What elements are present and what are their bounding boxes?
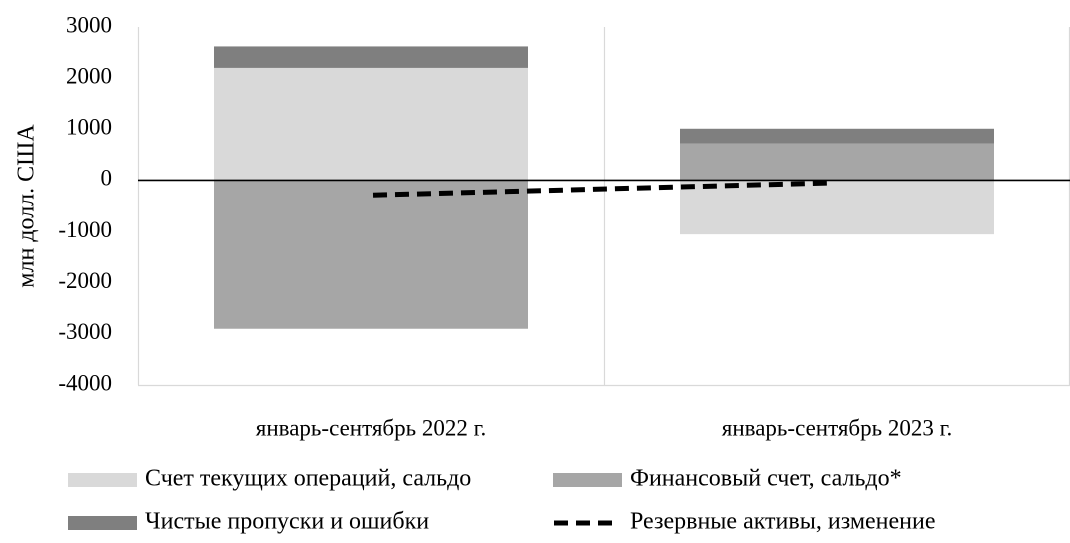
y-tick-label: 2000 <box>66 63 112 88</box>
legend-swatch <box>553 473 622 487</box>
legend-item: Счет текущих операций, сальдо <box>68 466 471 492</box>
y-tick-label: 3000 <box>66 12 112 37</box>
series-line-reserve-assets <box>372 180 834 198</box>
bars <box>214 46 994 329</box>
x-tick-label: январь-сентябрь 2023 г. <box>722 415 952 440</box>
legend-item: Чистые пропуски и ошибки <box>68 509 429 535</box>
y-tick-label: 0 <box>101 166 113 191</box>
y-tick-label: -2000 <box>58 268 112 293</box>
lines <box>372 180 834 198</box>
y-tick-labels: 3000 2000 1000 0 -1000 -2000 -3000 -4000 <box>58 12 112 395</box>
legend-label: Чистые пропуски и ошибки <box>145 509 429 535</box>
y-tick-label: -3000 <box>58 319 112 344</box>
x-tick-label: январь-сентябрь 2022 г. <box>256 415 486 440</box>
y-axis-label: млн долл. США <box>14 124 40 288</box>
bar-segment <box>680 180 994 235</box>
legend-swatch <box>68 516 137 530</box>
legend-label: Резервные активы, изменение <box>630 509 936 535</box>
legend-swatch <box>68 473 137 487</box>
y-tick-label: -4000 <box>58 370 112 395</box>
x-tick-labels: январь-сентябрь 2022 г. январь-сентябрь 2… <box>256 415 952 440</box>
legend-item: Резервные активы, изменение <box>554 509 936 535</box>
bar-segment <box>214 180 528 329</box>
legend-label: Финансовый счет, сальдо* <box>630 466 902 492</box>
bar-segment <box>680 143 994 181</box>
bar-segment <box>214 46 528 68</box>
bar-segment <box>214 67 528 181</box>
bar-segment <box>680 128 994 144</box>
y-tick-label: 1000 <box>66 115 112 140</box>
y-tick-label: -1000 <box>58 217 112 242</box>
legend-label: Счет текущих операций, сальдо <box>145 466 471 492</box>
legend-item: Финансовый счет, сальдо* <box>553 466 902 492</box>
legend: Счет текущих операций, сальдо Финансовый … <box>68 466 936 535</box>
